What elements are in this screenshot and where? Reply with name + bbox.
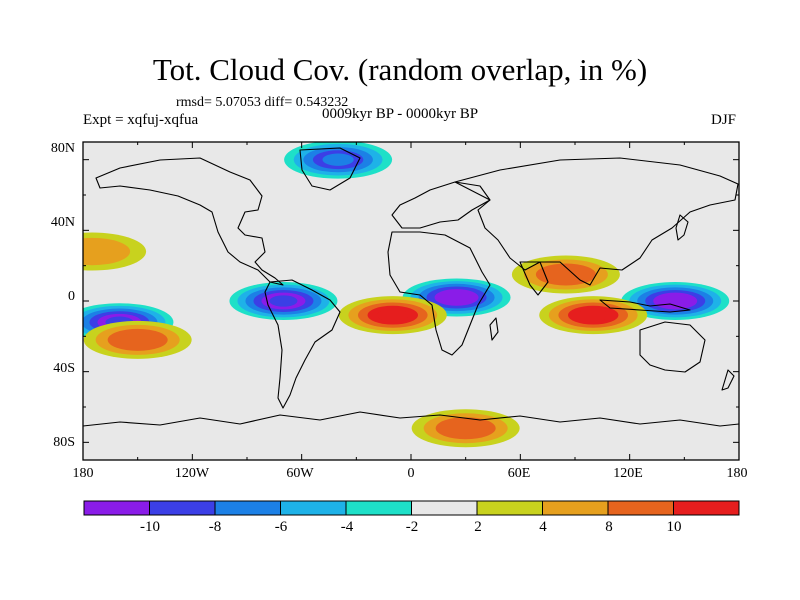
map-title: Tot. Cloud Cov. (random overlap, in %) xyxy=(152,52,648,87)
lon-tick-label: 120E xyxy=(613,466,643,481)
coast-south-america xyxy=(264,279,341,409)
colorbar-label: -4 xyxy=(340,519,354,535)
colorbar-label: 10 xyxy=(666,519,682,535)
colorbar-swatch xyxy=(214,500,281,516)
lat-tick-label: 40S xyxy=(53,361,75,376)
colorbar-swatch xyxy=(476,500,543,516)
coast-japan xyxy=(675,214,689,241)
field-central-africa xyxy=(442,291,471,304)
field-south-asia xyxy=(547,267,584,282)
field-south-atlantic xyxy=(377,308,409,322)
lon-tick-label: 180 xyxy=(726,466,748,481)
field-southern-ocean xyxy=(447,421,484,436)
field-indian-ocean xyxy=(577,308,609,322)
experiment-label: Expt = xqfuj-xqfua xyxy=(83,112,199,128)
colorbar-label: -10 xyxy=(140,519,160,535)
period-label: 0009kyr BP - 0000kyr BP xyxy=(322,106,479,122)
coast-australia xyxy=(639,321,706,373)
lon-tick-label: 120W xyxy=(174,466,210,481)
lon-tick-label: 0 xyxy=(407,466,415,481)
season-label: DJF xyxy=(711,112,737,128)
colorbar-swatch xyxy=(607,500,674,516)
colorbar-swatch xyxy=(345,500,412,516)
lon-tick-label: 60W xyxy=(286,466,314,481)
colorbar-label: 8 xyxy=(605,519,613,535)
coast-indonesia xyxy=(599,299,691,313)
lat-tick-label: 40N xyxy=(50,215,75,230)
field-arctic xyxy=(322,153,354,166)
coast-antarctica xyxy=(83,411,739,427)
field-south-pacific xyxy=(119,332,156,347)
colorbar-swatch xyxy=(83,500,150,516)
field-north-pacific xyxy=(83,243,115,260)
lat-tick-label: 80N xyxy=(50,141,75,156)
colorbar-label: -2 xyxy=(405,519,419,535)
colorbar-swatch xyxy=(542,500,609,516)
colorbar xyxy=(83,500,740,516)
colorbar-label: -8 xyxy=(208,519,222,535)
axis-ticks xyxy=(82,142,740,460)
colorbar-label: 4 xyxy=(539,519,547,535)
coast-asia xyxy=(454,157,739,286)
coast-north-america xyxy=(95,157,284,286)
colorbar-swatch xyxy=(673,500,740,516)
colorbar-swatch xyxy=(411,500,478,516)
coast-india xyxy=(519,261,549,296)
stats-label: rmsd= 5.07053 diff= 0.543232 xyxy=(176,95,349,110)
coast-greenland xyxy=(299,147,361,191)
coast-africa xyxy=(387,231,491,356)
coast-new-zealand xyxy=(721,369,735,391)
colorbar-swatch xyxy=(280,500,347,516)
coastlines xyxy=(83,147,739,427)
colorbar-label: 2 xyxy=(474,519,482,535)
lon-tick-label: 180 xyxy=(72,466,94,481)
lon-tick-label: 60E xyxy=(507,466,531,481)
colorbar-swatch xyxy=(149,500,216,516)
coast-madagascar xyxy=(489,317,499,341)
colorbar-label: -6 xyxy=(274,519,288,535)
lat-tick-label: 80S xyxy=(53,435,75,450)
lat-tick-label: 0 xyxy=(68,289,75,304)
field-amazon xyxy=(269,295,298,307)
